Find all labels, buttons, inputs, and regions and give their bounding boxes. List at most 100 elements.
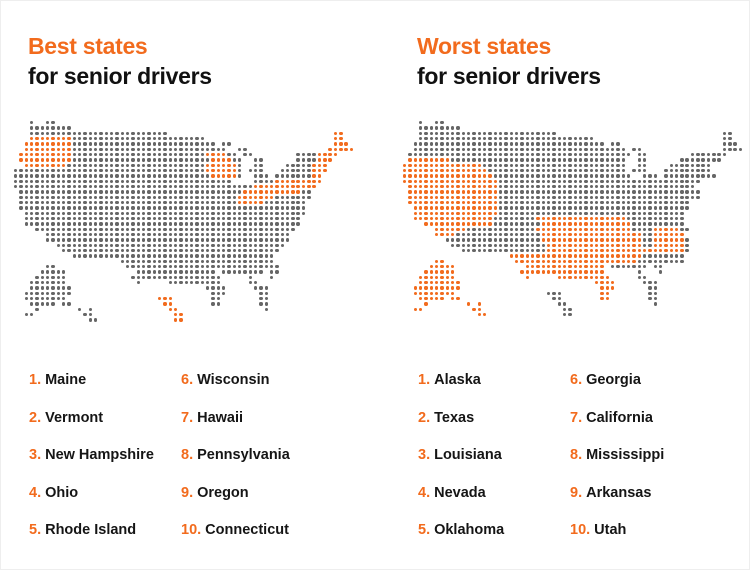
map-dot xyxy=(498,168,503,173)
map-dot xyxy=(227,179,231,184)
map-dot xyxy=(307,163,311,168)
highlighted-state-dot xyxy=(45,152,50,157)
map-dot xyxy=(498,131,503,136)
map-dot xyxy=(141,259,146,263)
map-dot xyxy=(648,280,652,285)
map-dot xyxy=(456,147,460,152)
map-dot xyxy=(280,200,284,205)
map-dot xyxy=(504,168,508,173)
map-dot xyxy=(56,216,61,221)
map-dot xyxy=(584,168,588,173)
map-dot xyxy=(237,206,242,210)
map-dot xyxy=(136,179,140,184)
map-dot xyxy=(664,259,668,263)
highlighted-state-dot xyxy=(333,152,338,157)
highlighted-state-dot xyxy=(552,232,556,237)
highlighted-state-dot xyxy=(637,232,641,237)
highlighted-state-dot xyxy=(168,302,172,306)
map-dot xyxy=(51,190,55,194)
map-dot xyxy=(104,238,108,242)
map-dot xyxy=(77,195,82,199)
map-dot xyxy=(227,248,231,253)
map-dot xyxy=(291,163,295,168)
map-dot xyxy=(67,248,71,253)
map-dot xyxy=(141,158,146,162)
map-dot xyxy=(504,222,508,226)
map-dot xyxy=(552,152,556,157)
map-dot xyxy=(205,158,210,162)
highlighted-state-dot xyxy=(594,248,599,253)
worst-states-dot-map xyxy=(389,0,750,345)
map-dot xyxy=(184,254,188,258)
highlighted-state-dot xyxy=(317,179,322,184)
map-dot xyxy=(488,158,492,162)
map-dot xyxy=(472,227,476,231)
highlighted-state-dot xyxy=(333,142,338,146)
highlighted-state-dot xyxy=(482,222,487,226)
map-dot xyxy=(466,136,471,141)
map-dot xyxy=(541,184,545,189)
map-dot xyxy=(504,195,508,199)
highlighted-state-dot xyxy=(482,216,487,221)
map-dot xyxy=(536,158,540,162)
highlighted-state-dot xyxy=(664,248,668,253)
map-dot xyxy=(648,195,652,199)
map-dot xyxy=(72,200,77,205)
map-dot xyxy=(205,270,210,274)
map-dot xyxy=(552,184,556,189)
map-dot xyxy=(301,163,306,168)
map-dot xyxy=(104,190,108,194)
map-dot xyxy=(557,184,561,189)
map-dot xyxy=(477,227,481,231)
map-dot xyxy=(40,275,45,279)
map-dot xyxy=(482,243,487,247)
map-dot xyxy=(264,264,268,269)
map-dot xyxy=(125,222,130,226)
map-dot xyxy=(115,179,119,184)
map-dot xyxy=(29,190,34,194)
map-dot xyxy=(552,190,556,194)
map-dot xyxy=(253,227,258,231)
map-dot xyxy=(594,200,599,205)
map-dot xyxy=(157,232,162,237)
map-dot xyxy=(472,243,476,247)
map-dot xyxy=(477,232,481,237)
highlighted-state-dot xyxy=(61,158,66,162)
highlighted-state-dot xyxy=(589,248,593,253)
highlighted-state-dot xyxy=(312,184,316,189)
map-dot xyxy=(227,184,231,189)
map-dot xyxy=(568,307,572,311)
highlighted-state-dot xyxy=(482,211,487,215)
map-dot xyxy=(685,158,689,162)
map-dot xyxy=(482,163,487,168)
map-dot xyxy=(536,248,540,253)
highlighted-state-dot xyxy=(600,254,604,258)
highlighted-state-dot xyxy=(488,195,492,199)
highlighted-state-dot xyxy=(658,238,663,242)
map-dot xyxy=(573,195,577,199)
map-dot xyxy=(626,179,631,184)
map-dot xyxy=(211,195,215,199)
highlighted-state-dot xyxy=(339,136,343,141)
map-dot xyxy=(557,152,561,157)
map-dot xyxy=(253,259,258,263)
map-dot xyxy=(72,184,77,189)
map-dot xyxy=(594,195,599,199)
map-dot xyxy=(520,147,524,152)
map-dot xyxy=(67,243,71,247)
highlighted-state-dot xyxy=(450,286,455,290)
map-dot xyxy=(648,254,652,258)
map-dot xyxy=(589,184,593,189)
map-dot xyxy=(205,254,210,258)
highlighted-state-dot xyxy=(232,163,236,168)
map-dot xyxy=(173,190,178,194)
map-dot xyxy=(56,126,61,130)
map-dot xyxy=(168,232,172,237)
map-dot xyxy=(163,174,167,178)
highlighted-state-dot xyxy=(573,264,577,269)
map-dot xyxy=(35,206,39,210)
map-dot xyxy=(701,174,705,178)
map-dot xyxy=(93,136,98,141)
map-dot xyxy=(573,168,577,173)
highlighted-state-dot xyxy=(450,216,455,221)
